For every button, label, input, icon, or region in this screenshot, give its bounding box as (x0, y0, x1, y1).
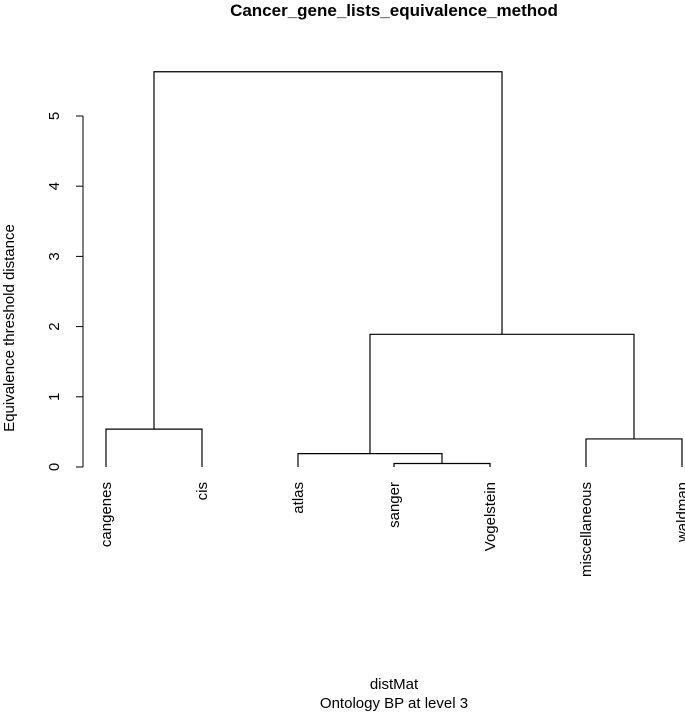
merge-link (297, 453, 443, 467)
y-tick-label: 3 (46, 252, 63, 260)
y-tick-label: 5 (46, 112, 63, 120)
leaf-label: miscellaneous (578, 482, 595, 577)
leaf-label: sanger (386, 482, 403, 528)
y-tick-label: 1 (46, 393, 63, 401)
x-axis-sublabel: Ontology BP at level 3 (320, 695, 468, 712)
y-tick-label: 4 (46, 182, 63, 190)
leaf-label: Vogelstein (482, 482, 499, 551)
chart-title: Cancer_gene_lists_equivalence_method (230, 1, 558, 20)
merge-link (393, 462, 491, 467)
merge-link (369, 333, 635, 454)
x-axis-label: distMat (370, 676, 419, 693)
leaf-label: cangenes (98, 482, 115, 547)
leaf-label: cis (194, 482, 211, 500)
merge-link (153, 71, 503, 430)
merge-link (585, 438, 683, 467)
y-axis-label: Equivalence threshold distance (1, 224, 18, 432)
dendrogram-tree (105, 71, 683, 467)
y-axis: 0 1 2 3 4 5 (46, 112, 84, 471)
leaf-labels: cangenes cis atlas sanger Vogelstein miscella… (98, 482, 685, 577)
merge-link (105, 428, 203, 467)
y-tick-label: 0 (46, 463, 63, 471)
leaf-label: waldman (674, 482, 685, 543)
y-tick-label: 2 (46, 322, 63, 330)
leaf-label: atlas (290, 482, 307, 514)
